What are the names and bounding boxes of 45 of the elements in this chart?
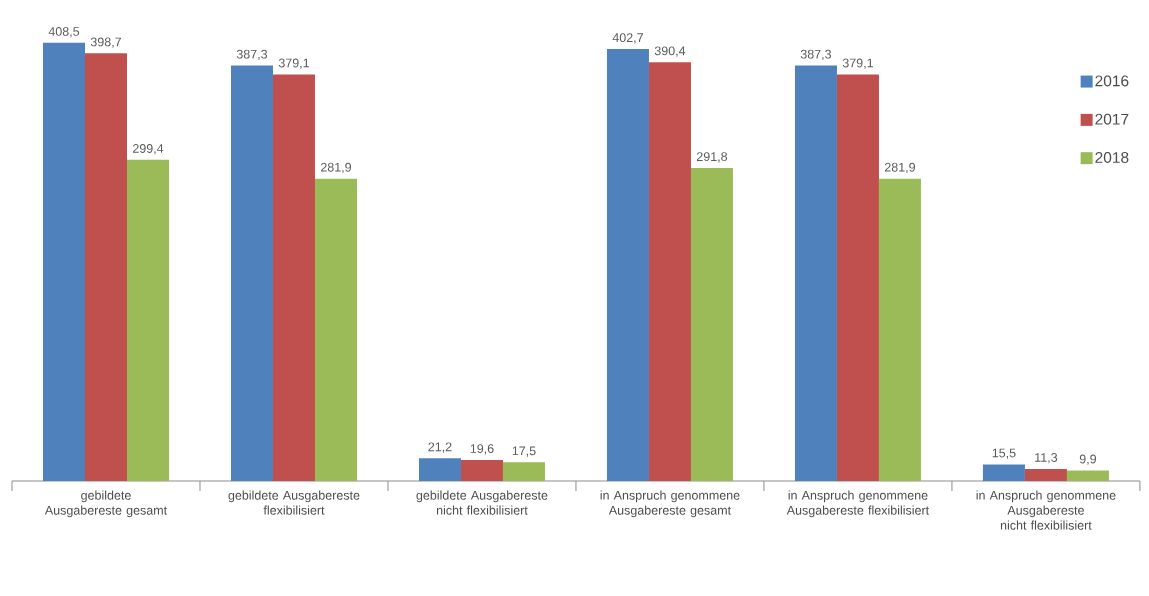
- bar: [982, 464, 1025, 481]
- data-label: 387,3: [236, 49, 268, 61]
- data-label: 390,4: [654, 46, 686, 57]
- bar: [84, 53, 127, 481]
- data-label: 291,8: [696, 152, 728, 163]
- x-tick-label: gebildete Ausgabereste nicht flexibilisiert: [416, 490, 548, 515]
- bar: [1024, 468, 1067, 481]
- x-tick-label: in Anspruch genommene Ausgabereste flexibilisiert: [786, 490, 930, 518]
- x-tick-label: gebildete Ausgabereste flexibilisiert: [228, 490, 360, 515]
- bar: [418, 458, 461, 481]
- bar: [272, 74, 315, 481]
- data-label: 281,9: [320, 162, 352, 174]
- bar: [126, 159, 169, 481]
- data-label: 281,9: [884, 162, 915, 174]
- bar: [878, 178, 921, 481]
- bar: [314, 178, 357, 481]
- data-label: 398,7: [90, 37, 122, 48]
- data-label: 379,1: [842, 58, 873, 69]
- data-label: 402,7: [612, 33, 643, 44]
- bar: [460, 459, 503, 481]
- data-label: 15,5: [992, 448, 1016, 459]
- data-label: 11,3: [1035, 453, 1058, 464]
- bar: [648, 62, 691, 481]
- data-label: 379,1: [278, 58, 310, 69]
- bar: [836, 74, 879, 481]
- bar: [690, 168, 733, 481]
- legend-label: 2018: [1095, 152, 1129, 163]
- data-label: 387,3: [800, 49, 832, 61]
- data-label: 21,2: [428, 442, 452, 453]
- bar: [502, 462, 545, 481]
- x-tick-label: gebildete Ausgabereste gesamt: [44, 490, 168, 518]
- x-tick-label: in Anspruch genommene Ausgabereste nicht flexibilisiert: [976, 490, 1116, 530]
- bar: [606, 49, 649, 481]
- data-label: 17,5: [512, 446, 536, 457]
- data-label: 19,6: [470, 444, 494, 455]
- bar: [42, 42, 85, 481]
- data-label: 299,4: [132, 144, 164, 155]
- bar: [1066, 470, 1109, 481]
- data-label: 408,5: [48, 27, 80, 38]
- bar: [230, 65, 273, 481]
- x-tick-label: in Anspruch genommene Ausgabereste gesamt: [600, 490, 740, 518]
- data-label: 9,9: [1079, 454, 1097, 465]
- legend-label: 2017: [1095, 113, 1129, 125]
- legend-label: 2016: [1095, 75, 1129, 87]
- bar: [794, 65, 837, 481]
